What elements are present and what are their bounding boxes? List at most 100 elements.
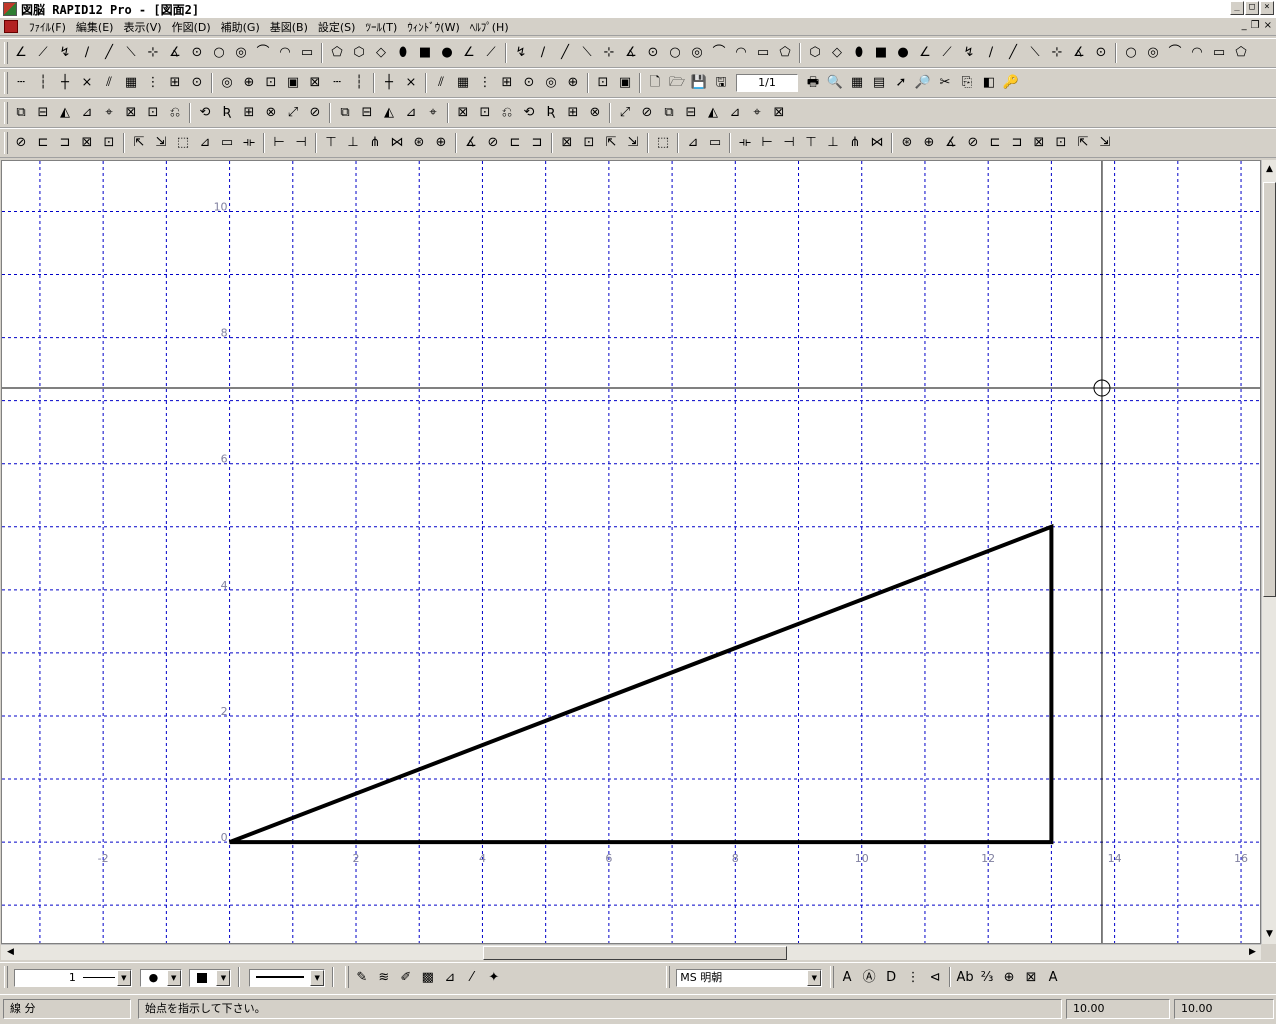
assist-tool-4-icon[interactable]: ⨯ [81,75,93,90]
assist-tool-13-icon[interactable]: ▣ [286,75,300,90]
draw-tool-36-icon[interactable]: ⬡ [809,45,821,60]
line-width-select[interactable]: ▼ [249,969,326,987]
font-tool-3-icon[interactable]: D [886,970,897,985]
assist-tool-18-icon[interactable]: ⨯ [405,75,417,90]
edit-tool-20-icon[interactable]: ⊠ [457,105,469,120]
dim-tool-43-icon[interactable]: ⊐ [1011,135,1023,150]
edit-tool-9-icon[interactable]: ⟲ [199,105,211,120]
assist-tool-20-icon[interactable]: ▦ [456,75,470,90]
edit-tool-12-icon[interactable]: ⊗ [265,105,277,120]
font-tool-8-icon[interactable]: ⊕ [1003,970,1015,985]
draw-tool-45-icon[interactable]: ╱ [1009,45,1017,60]
edit-tool-18-icon[interactable]: ⊿ [405,105,417,120]
edit-tool-13-icon[interactable]: ⤢ [287,105,299,120]
drawing-svg[interactable]: -2 2 4 6 8 10 12 14 16 0 2 4 6 8 10 [2,161,1260,943]
dim-tool-3-icon[interactable]: ⊐ [59,135,71,150]
edit-tool-34-icon[interactable]: ⊠ [773,105,785,120]
dim-tool-17-icon[interactable]: ⋈ [390,135,404,150]
draw-tool-54-icon[interactable]: ▭ [1212,45,1226,60]
draw-tool-55-icon[interactable]: ⬠ [1235,45,1247,60]
point-style-select[interactable]: ● ▼ [139,969,182,987]
edit-tool-22-icon[interactable]: ⎌ [501,105,513,120]
menu-file[interactable]: ﾌｧｲﾙ(F) [29,20,66,34]
attr-tool-7-icon[interactable]: ✦ [488,970,500,985]
dim-tool-5-icon[interactable]: ⊡ [103,135,115,150]
maximize-button[interactable]: □ [1245,1,1259,15]
chevron-down-icon[interactable]: ▼ [807,970,822,986]
attr-tool-2-icon[interactable]: ≋ [378,970,390,985]
font-tool-9-icon[interactable]: ⊠ [1025,970,1037,985]
draw-tool-48-icon[interactable]: ∡ [1073,45,1085,60]
draw-tool-49-icon[interactable]: ⊙ [1095,45,1107,60]
dim-tool-38-icon[interactable]: ⊛ [901,135,913,150]
edit-tool-30-icon[interactable]: ⊟ [685,105,697,120]
draw-tool-11-icon[interactable]: ◎ [235,45,247,60]
close-button[interactable]: × [1260,1,1274,15]
dim-tool-31-icon[interactable]: ⟛ [739,135,751,150]
draw-tool-39-icon[interactable]: ■ [874,45,888,60]
assist-tool-15-icon[interactable]: ┄ [333,75,341,90]
menu-tools[interactable]: ﾂｰﾙ(T) [365,20,398,34]
draw-tool-41-icon[interactable]: ∠ [919,45,931,60]
chevron-down-icon[interactable]: ▼ [310,970,325,986]
dim-tool-44-icon[interactable]: ⊠ [1033,135,1045,150]
draw-tool-35-icon[interactable]: ⬠ [779,45,791,60]
assist-tool-26-icon[interactable]: ⊡ [597,75,609,90]
edit-tool-17-icon[interactable]: ◭ [384,105,394,120]
dim-tool-24-icon[interactable]: ⊠ [561,135,573,150]
dim-tool-21-icon[interactable]: ⊘ [487,135,499,150]
edit-tool-14-icon[interactable]: ⊘ [309,105,321,120]
assist-tool-22-icon[interactable]: ⊞ [501,75,513,90]
key-icon[interactable]: 🔑 [1002,75,1020,90]
drawing-canvas[interactable]: -2 2 4 6 8 10 12 14 16 0 2 4 6 8 10 [1,160,1261,944]
assist-tool-16-icon[interactable]: ┆ [355,75,363,90]
scroll-down-arrow-icon[interactable]: ▼ [1266,929,1273,939]
dim-tool-6-icon[interactable]: ⇱ [133,135,145,150]
dim-tool-36-icon[interactable]: ⋔ [849,135,861,150]
menu-view[interactable]: 表示(V) [123,20,162,34]
menu-base-drawing[interactable]: 基図(B) [269,20,308,34]
mdi-minimize-button[interactable]: _ [1241,20,1247,31]
assist-tool-8-icon[interactable]: ⊞ [169,75,181,90]
dim-tool-25-icon[interactable]: ⊡ [583,135,595,150]
dim-tool-39-icon[interactable]: ⊕ [923,135,935,150]
draw-tool-25-icon[interactable]: ╱ [561,45,569,60]
edit-tool-2-icon[interactable]: ⊟ [37,105,49,120]
menu-edit[interactable]: 編集(E) [75,20,114,34]
edit-tool-21-icon[interactable]: ⊡ [479,105,491,120]
chevron-down-icon[interactable]: ▼ [166,970,181,986]
draw-tool-1-icon[interactable]: ∠ [15,45,27,60]
draw-tool-3-icon[interactable]: ↯ [59,45,71,60]
dim-tool-15-icon[interactable]: ⊥ [347,135,359,150]
dim-tool-37-icon[interactable]: ⋈ [870,135,884,150]
mdi-restore-button[interactable]: ❐ [1250,20,1260,31]
font-tool-6-icon[interactable]: Ab [956,970,974,985]
draw-tool-22-icon[interactable]: ⟋ [486,45,496,60]
edit-tool-7-icon[interactable]: ⊡ [147,105,159,120]
save-icon[interactable]: 💾 [690,75,708,90]
new-file-icon[interactable]: 🗋 [649,75,661,90]
draw-tool-16-icon[interactable]: ⬡ [353,45,365,60]
dim-tool-4-icon[interactable]: ⊠ [81,135,93,150]
edit-tool-31-icon[interactable]: ◭ [708,105,718,120]
open-folder-icon[interactable]: 🗁 [668,75,686,90]
vertical-scroll-thumb[interactable] [1263,182,1276,597]
edit-tool-28-icon[interactable]: ⊘ [641,105,653,120]
assist-tool-12-icon[interactable]: ⊡ [265,75,277,90]
assist-tool-5-icon[interactable]: ⫽ [106,75,112,90]
cut-icon[interactable]: ✂ [939,75,951,90]
edit-tool-8-icon[interactable]: ⎌ [169,105,181,120]
edit-tool-27-icon[interactable]: ⤢ [619,105,631,120]
dim-tool-45-icon[interactable]: ⊡ [1055,135,1067,150]
draw-tool-51-icon[interactable]: ◎ [1147,45,1159,60]
edit-tool-24-icon[interactable]: Ʀ [546,105,556,120]
color-select[interactable]: ▼ [189,969,232,987]
scroll-left-arrow-icon[interactable]: ◀ [7,947,14,957]
dim-tool-40-icon[interactable]: ∡ [945,135,957,150]
dim-tool-8-icon[interactable]: ⬚ [176,135,190,150]
dim-tool-30-icon[interactable]: ▭ [708,135,722,150]
dim-tool-13-icon[interactable]: ⊣ [295,135,307,150]
draw-tool-24-icon[interactable]: ∕ [540,45,546,60]
draw-tool-44-icon[interactable]: ∕ [988,45,994,60]
assist-tool-10-icon[interactable]: ◎ [221,75,233,90]
